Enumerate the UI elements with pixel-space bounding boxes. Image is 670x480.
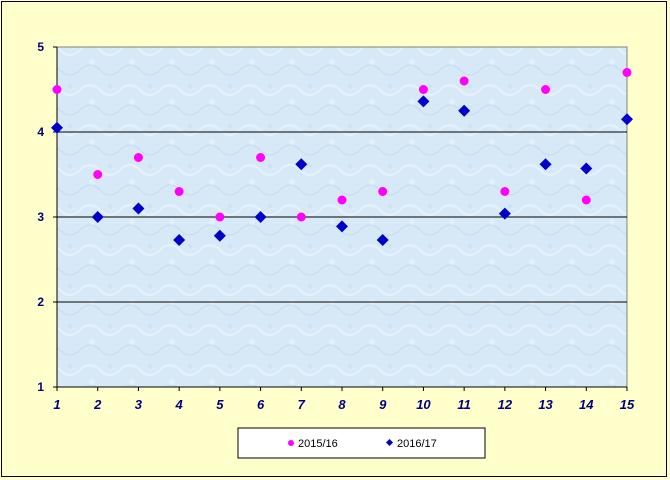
data-point-2016-17-1	[51, 121, 63, 134]
legend-label-2016-17: 2016/17	[397, 438, 437, 450]
legend-label-2015-16: 2015/16	[298, 438, 338, 450]
gridlines	[57, 131, 627, 303]
data-point-2015-16-10	[418, 85, 428, 94]
data-point-2015-16-4	[174, 187, 184, 196]
data-point-2015-16-14	[581, 195, 591, 205]
y-tick-label: 1	[37, 380, 44, 394]
data-point-2015-16-7	[296, 212, 306, 222]
x-tick-label: 1	[53, 397, 60, 412]
y-tick-label: 2	[37, 295, 44, 309]
data-point-2015-16-1	[52, 85, 62, 94]
legend-marker-2016-17	[385, 438, 394, 447]
x-tick-label: 7	[298, 397, 306, 412]
axes	[53, 46, 628, 391]
data-point-2015-16-8	[337, 195, 347, 205]
data-point-2016-17-7	[295, 158, 308, 171]
data-point-2016-17-10	[417, 95, 430, 108]
legend-marker-2015-16	[288, 440, 294, 446]
data-point-2016-17-3	[132, 202, 145, 215]
data-point-2016-17-5	[213, 229, 226, 242]
data-point-2015-16-9	[378, 187, 388, 196]
data-point-2015-16-2	[93, 170, 103, 179]
y-tick-label: 5	[37, 40, 44, 54]
data-point-2016-17-9	[376, 233, 389, 246]
x-tick-label: 12	[498, 397, 513, 412]
x-tick-label: 4	[175, 397, 184, 412]
x-tick-label: 9	[379, 397, 387, 412]
y-tick-label: 4	[37, 125, 44, 139]
legend: 2015/16 2016/17	[237, 427, 486, 459]
x-tick-label: 8	[338, 397, 346, 412]
x-tick-label: 10	[416, 397, 431, 412]
x-tick-label: 11	[457, 397, 471, 412]
data-point-2016-17-6	[254, 211, 267, 223]
x-tick-label: 15	[620, 397, 635, 412]
x-tick-label: 13	[538, 397, 553, 412]
data-point-2015-16-11	[459, 76, 469, 86]
y-tick-labels: 1 2 3 4 5	[37, 40, 44, 394]
data-point-2016-17-13	[539, 158, 552, 171]
data-point-2016-17-11	[458, 104, 471, 117]
data-point-2016-17-12	[498, 207, 511, 220]
data-point-2016-17-2	[91, 211, 104, 223]
x-tick-label: 2	[93, 397, 102, 412]
data-point-2015-16-6	[256, 153, 266, 162]
x-tick-labels: 1 2 3 4 5 6 7 8 9 10 11 12 13 14 15	[53, 397, 635, 412]
data-points	[51, 68, 633, 246]
data-point-2015-16-5	[215, 212, 225, 222]
x-tick-label: 5	[216, 397, 224, 412]
data-point-2016-17-14	[580, 162, 593, 175]
x-tick-label: 6	[257, 397, 265, 412]
x-tick-label: 3	[135, 397, 143, 412]
y-tick-label: 3	[37, 210, 44, 224]
data-point-2016-17-15	[621, 113, 633, 126]
data-point-2015-16-13	[541, 85, 551, 94]
data-point-2015-16-15	[622, 68, 632, 77]
data-point-2015-16-12	[500, 187, 510, 196]
data-point-2016-17-4	[173, 233, 186, 246]
legend-box	[237, 427, 486, 459]
data-point-2015-16-3	[133, 153, 143, 162]
x-tick-label: 14	[579, 397, 594, 412]
data-point-2016-17-8	[336, 220, 348, 233]
